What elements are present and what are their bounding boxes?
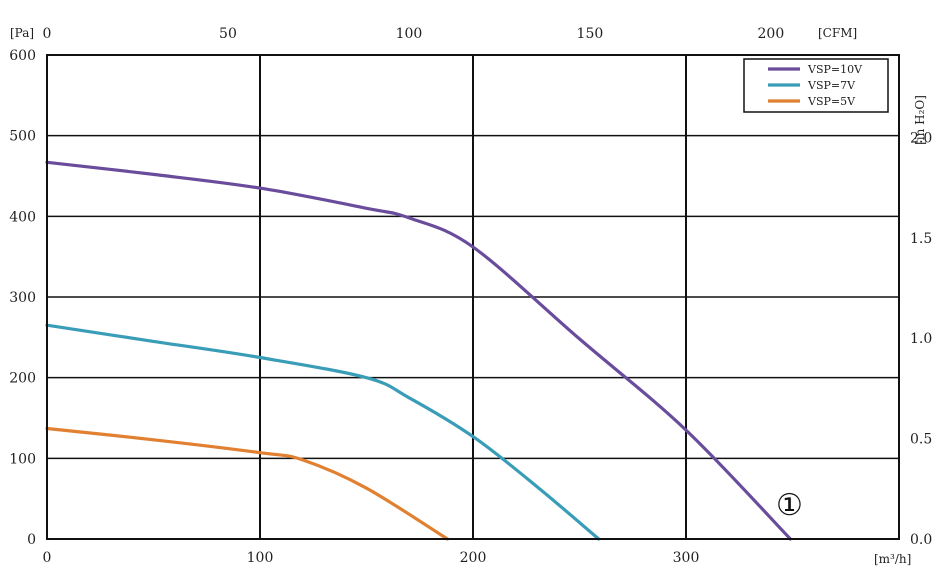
y2-tick-label: 1.0 xyxy=(910,331,932,347)
x2-tick-label: 0 xyxy=(43,26,52,42)
y-tick-label: 500 xyxy=(9,129,36,145)
x-tick-label: 100 xyxy=(247,550,274,566)
x2-axis-unit-label: [CFM] xyxy=(818,26,857,40)
y2-tick-label: 2.0 xyxy=(910,130,932,146)
x2-tick-label: 150 xyxy=(577,26,604,42)
x-axis-unit-label: [m³/h] xyxy=(874,552,911,566)
x-tick-label: 200 xyxy=(460,550,487,566)
y-tick-label: 100 xyxy=(9,451,36,467)
y-tick-label: 600 xyxy=(9,48,36,64)
x2-tick-label: 200 xyxy=(758,26,785,42)
legend-label: VSP=5V xyxy=(807,95,856,108)
series-line-vsp-10v xyxy=(45,160,792,541)
y-tick-label: 300 xyxy=(9,290,36,306)
grid-lines xyxy=(46,54,899,540)
x2-tick-label: 100 xyxy=(396,26,423,42)
y2-axis-unit-label: [in H₂O] xyxy=(913,95,927,145)
series-line-vsp-5v xyxy=(45,426,449,541)
legend-label: VSP=7V xyxy=(807,79,856,92)
x2-tick-label: 50 xyxy=(219,26,237,42)
y2-tick-label: 1.5 xyxy=(910,231,932,247)
legend: VSP=10V VSP=7V VSP=5V xyxy=(743,58,889,113)
y-tick-label: 0 xyxy=(27,532,36,548)
y-axis-unit-label: [Pa] xyxy=(10,26,34,40)
y2-tick-label: 0.5 xyxy=(910,432,932,448)
series-curves xyxy=(45,160,792,541)
y-tick-label: 400 xyxy=(9,209,36,225)
tick-labels: 0 100 200 300 0 100 200 300 400 500 600 0 50 100 150 20… xyxy=(9,26,932,566)
x-tick-label: 0 xyxy=(43,550,52,566)
y2-tick-label: 0.0 xyxy=(910,532,932,548)
legend-label: VSP=10V xyxy=(807,63,863,76)
plot-frame xyxy=(46,54,900,540)
y-tick-label: 200 xyxy=(9,371,36,387)
curve-annotation-marker: ① xyxy=(776,488,803,523)
x-tick-label: 300 xyxy=(673,550,700,566)
series-line-vsp-7v xyxy=(45,323,601,541)
